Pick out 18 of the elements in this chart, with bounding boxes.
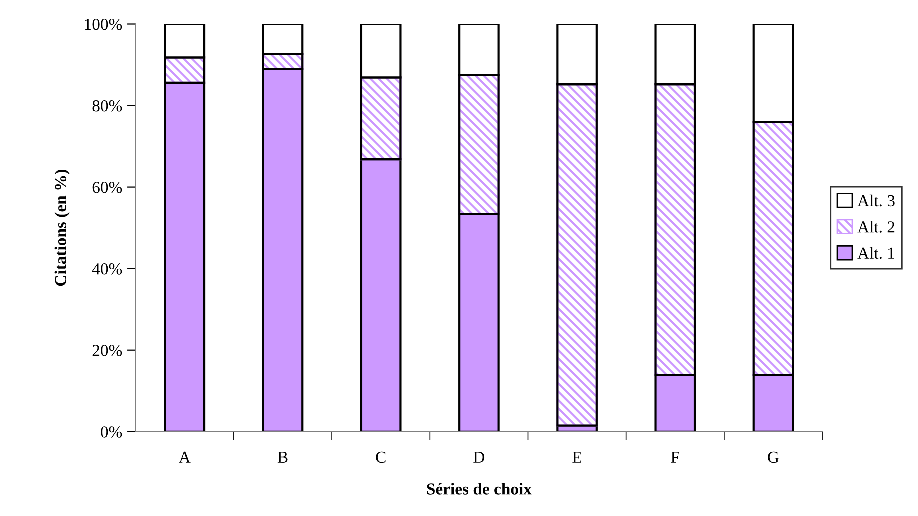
y-tick-label: 0%: [101, 426, 122, 438]
x-tick-label: D: [474, 452, 485, 463]
y-tick-label: 80%: [92, 100, 122, 112]
legend-label: Alt. 3: [858, 194, 895, 207]
legend-label: Alt. 1: [858, 247, 894, 260]
x-tick-label: G: [768, 452, 779, 464]
y-tick-label: 100%: [85, 18, 122, 30]
x-tick-label: F: [671, 452, 680, 463]
y-tick-label: 60%: [92, 182, 122, 194]
x-tick-label: A: [179, 452, 191, 463]
x-tick-label: B: [278, 452, 288, 463]
y-tick-label: 20%: [92, 345, 122, 356]
x-tick-label: C: [376, 452, 386, 464]
x-axis-title: Séries de choix: [427, 483, 532, 495]
y-axis-title: Citations (en %): [54, 170, 70, 286]
legend-label: Alt. 2: [858, 221, 895, 233]
x-tick-label: E: [572, 452, 582, 463]
y-tick-label: 40%: [92, 264, 122, 275]
